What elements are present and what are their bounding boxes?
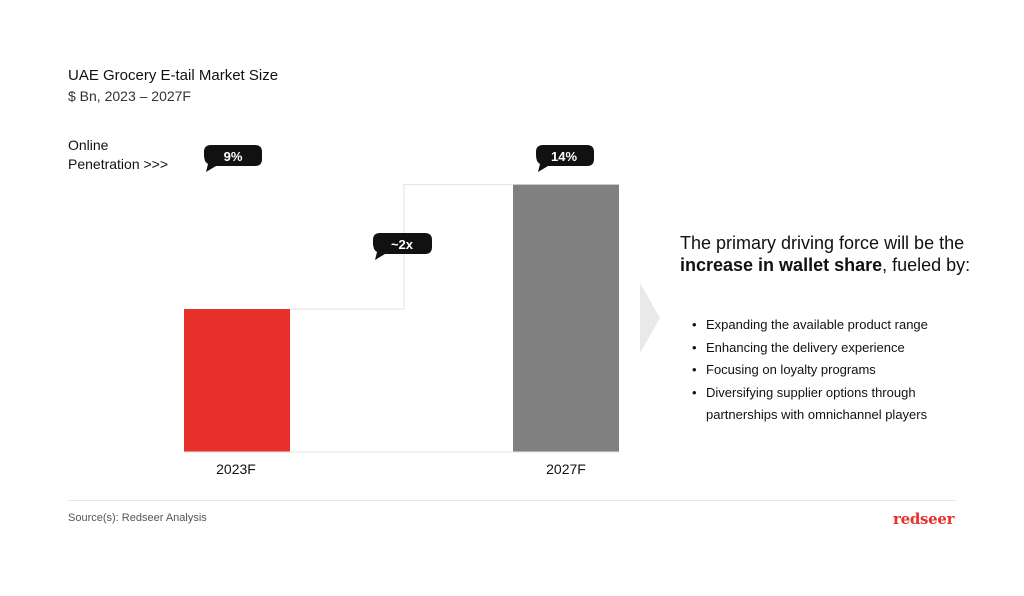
bar-2027f xyxy=(513,184,619,452)
penetration-label-line1: Online xyxy=(68,137,109,153)
penetration-value-2027f: 14% xyxy=(551,149,577,164)
bullet-item: Focusing on loyalty programs xyxy=(690,359,990,382)
bullet-item: Diversifying supplier options through pa… xyxy=(690,382,990,427)
online-penetration-label: Online Penetration >>> xyxy=(68,136,168,174)
bullet-item: Expanding the available product range xyxy=(690,314,990,337)
key-message-highlight: increase in wallet share xyxy=(680,255,883,275)
chart-subtitle: $ Bn, 2023 – 2027F xyxy=(68,88,191,104)
category-label-2027f: 2027F xyxy=(546,461,586,477)
chevron-right-icon xyxy=(640,283,660,353)
footer-divider xyxy=(68,500,956,501)
growth-bubble: ~2x xyxy=(373,233,432,260)
penetration-bubble-2023f: 9% xyxy=(204,145,262,172)
redseer-logo: redseer xyxy=(893,510,955,528)
category-label-2023f: 2023F xyxy=(216,461,256,477)
chart-title: UAE Grocery E-tail Market Size xyxy=(68,67,279,84)
driver-bullet-list: Expanding the available product range En… xyxy=(690,314,990,427)
penetration-bubble-2027f: 14% xyxy=(536,145,594,172)
bullet-item: Enhancing the delivery experience xyxy=(690,337,990,360)
source-note: Source(s): Redseer Analysis xyxy=(68,512,207,524)
penetration-value-2023f: 9% xyxy=(224,149,243,164)
penetration-label-line2: Penetration >>> xyxy=(68,156,169,172)
key-message-part2: , fueled by: xyxy=(882,255,971,275)
key-message-part1: The primary driving force will be the xyxy=(680,233,965,253)
bar-2023f xyxy=(184,309,290,452)
key-message: The primary driving force will be the in… xyxy=(680,232,980,276)
growth-multiplier-label: ~2x xyxy=(391,237,414,252)
